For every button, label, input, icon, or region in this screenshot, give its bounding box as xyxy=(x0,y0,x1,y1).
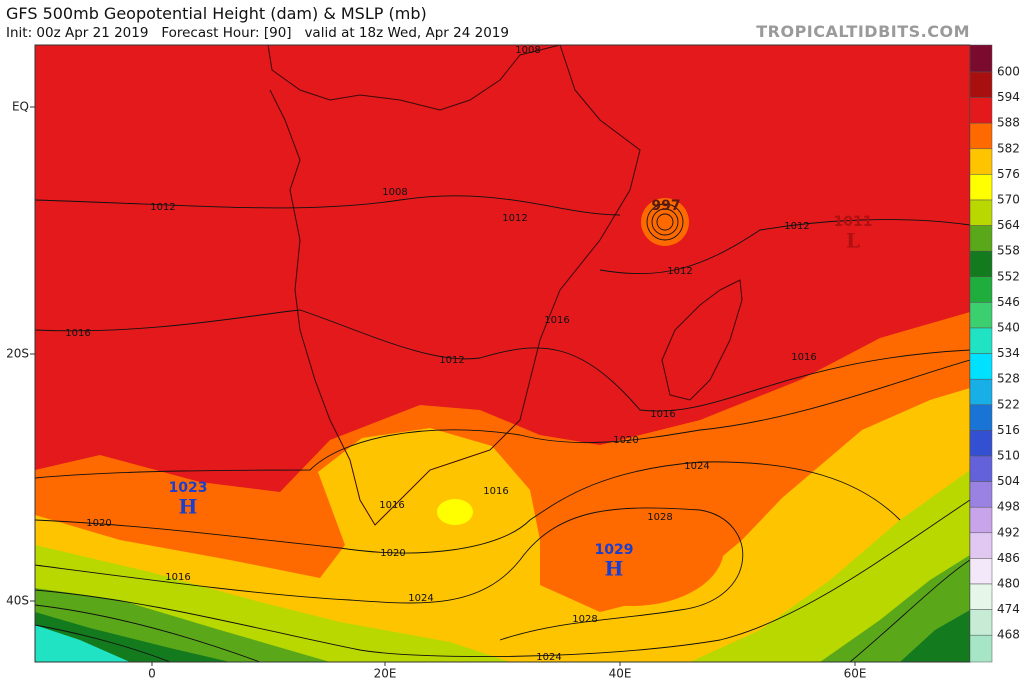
lat-label: EQ xyxy=(12,100,29,114)
colorbar-label: 594 xyxy=(997,90,1020,104)
contour-label: 1020 xyxy=(613,435,638,446)
pressure-letter: H xyxy=(605,557,624,581)
colorbar-box xyxy=(969,327,993,354)
field-cyan xyxy=(35,625,130,662)
colorbar-box xyxy=(969,44,993,73)
colorbar-label: 528 xyxy=(997,372,1020,386)
colorbar-label: 534 xyxy=(997,346,1020,360)
contour-label: 1012 xyxy=(150,202,175,213)
map-title: GFS 500mb Geopotential Height (dam) & MS… xyxy=(6,4,427,23)
contour-label: 1016 xyxy=(65,328,90,339)
colorbar-label: 600 xyxy=(997,65,1020,79)
colorbar-label: 540 xyxy=(997,321,1020,335)
pressure-value: 997 xyxy=(651,198,680,214)
colorbar-box xyxy=(969,532,993,559)
contour-label: 1016 xyxy=(544,315,569,326)
field-yellow-core xyxy=(437,499,473,525)
pressure-value: 1029 xyxy=(595,542,634,558)
colorbar-label: 492 xyxy=(997,525,1020,539)
colorbar-label: 576 xyxy=(997,167,1020,181)
contour-label: 1020 xyxy=(86,518,111,529)
field-cyclone xyxy=(641,198,689,246)
colorbar-box xyxy=(969,353,993,380)
contour-label: 1024 xyxy=(408,593,433,604)
colorbar-box xyxy=(969,122,993,150)
lat-label: 40S xyxy=(6,594,29,608)
contour-label: 1016 xyxy=(650,409,675,420)
colorbar-label: 468 xyxy=(997,628,1020,642)
colorbar-box xyxy=(969,71,993,98)
colorbar-label: 474 xyxy=(997,602,1020,616)
lat-label: 20S xyxy=(6,347,29,361)
colorbar-label: 498 xyxy=(997,500,1020,514)
lon-label: 0 xyxy=(148,667,156,681)
contour-label: 1016 xyxy=(379,500,404,511)
pressure-value: 1023 xyxy=(169,480,208,496)
colorbar-label: 558 xyxy=(997,244,1020,258)
contour-label: 1012 xyxy=(502,213,527,224)
contour-label: 1012 xyxy=(784,221,809,232)
colorbar-label: 582 xyxy=(997,141,1020,155)
contour-label: 1016 xyxy=(165,572,190,583)
contour-label: 1028 xyxy=(647,512,672,523)
colorbar-box xyxy=(969,506,993,534)
colorbar-label: 516 xyxy=(997,423,1020,437)
colorbar-box xyxy=(969,634,993,663)
contour-label: 1012 xyxy=(667,266,692,277)
colorbar-box xyxy=(969,430,993,457)
field-darkgreen xyxy=(900,610,970,662)
contours xyxy=(35,195,970,662)
colorbar-box xyxy=(969,302,993,329)
colorbar-box xyxy=(969,609,993,636)
colorbar-box xyxy=(969,199,993,226)
height-field xyxy=(35,45,970,662)
contour-label: 1020 xyxy=(380,548,405,559)
colorbar-box xyxy=(969,378,993,406)
colorbar-box xyxy=(969,174,993,201)
contour-label: 1016 xyxy=(483,486,508,497)
colorbar-box xyxy=(969,558,993,585)
colorbar-box xyxy=(969,583,993,610)
pressure-value: 1011 xyxy=(834,214,873,230)
colorbar-label: 510 xyxy=(997,449,1020,463)
colorbar-box xyxy=(969,97,993,124)
contour-label: 1008 xyxy=(382,187,407,198)
colorbar-box xyxy=(969,276,993,303)
colorbar-label: 570 xyxy=(997,193,1020,207)
contour-label: 1028 xyxy=(572,614,597,625)
colorbar-label: 522 xyxy=(997,397,1020,411)
contour-label: 1016 xyxy=(791,352,816,363)
pressure-letter: H xyxy=(179,495,198,519)
contour-label: 1012 xyxy=(439,355,464,366)
madagascar-outline xyxy=(661,279,743,401)
colorbar-box xyxy=(969,404,993,431)
site-name: TROPICALTIDBITS.COM xyxy=(756,22,970,41)
lon-label: 60E xyxy=(844,667,867,681)
lon-label: 20E xyxy=(374,667,397,681)
colorbar-label: 564 xyxy=(997,218,1020,232)
colorbar-label: 588 xyxy=(997,116,1020,130)
colorbar-box xyxy=(969,250,993,278)
colorbar-box xyxy=(969,148,993,175)
lon-label: 40E xyxy=(609,667,632,681)
land-outline xyxy=(267,45,641,526)
pressure-letter: L xyxy=(846,229,860,253)
contour-label: 1024 xyxy=(536,652,561,663)
colorbar-box xyxy=(969,455,993,482)
map-subtitle: Init: 00z Apr 21 2019 Forecast Hour: [90… xyxy=(6,25,509,41)
colorbar-label: 480 xyxy=(997,577,1020,591)
colorbar-label: 486 xyxy=(997,551,1020,565)
colorbar-label: 504 xyxy=(997,474,1020,488)
field-orange-high xyxy=(540,490,724,606)
contour-label: 1008 xyxy=(515,45,540,56)
colorbar-label: 552 xyxy=(997,269,1020,283)
colorbar-box xyxy=(969,481,993,508)
colorbar-box xyxy=(969,225,993,252)
colorbar-label: 546 xyxy=(997,295,1020,309)
contour-label: 1024 xyxy=(684,461,709,472)
